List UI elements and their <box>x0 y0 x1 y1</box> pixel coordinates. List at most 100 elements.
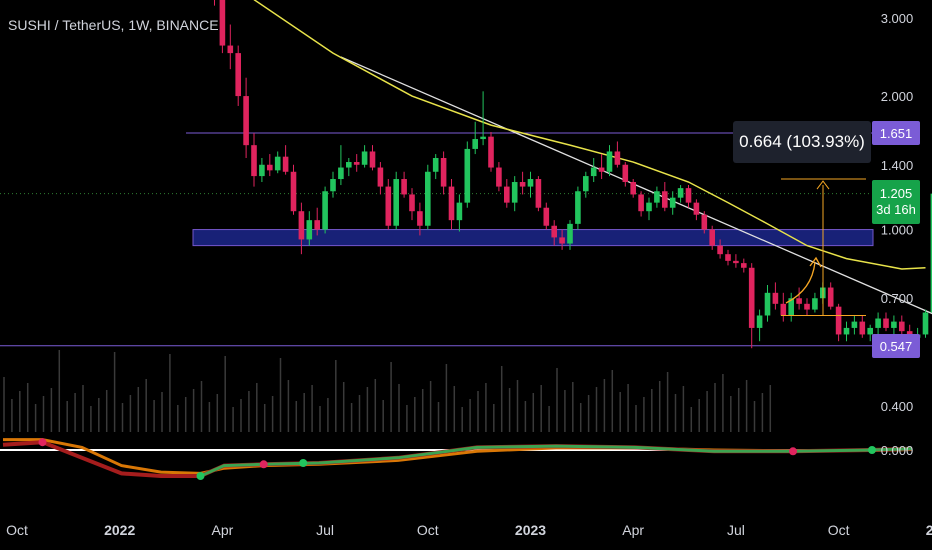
candle-body <box>393 179 399 226</box>
candle <box>733 254 739 268</box>
candles <box>214 0 932 349</box>
candle-body <box>346 162 352 168</box>
candle-body <box>859 321 866 335</box>
candle-body <box>488 136 494 168</box>
candle-body <box>385 186 392 226</box>
candle-body <box>930 193 932 313</box>
x-tick-label: Jul <box>727 522 745 538</box>
candle-body <box>590 167 597 177</box>
candle <box>243 77 249 159</box>
candle-body <box>535 179 542 208</box>
candle <box>227 24 234 70</box>
candle-body <box>322 191 328 230</box>
candle <box>267 154 273 177</box>
x-tick-label: Oct <box>417 522 439 538</box>
candle-body <box>440 158 447 187</box>
x-tick-label: 2023 <box>515 522 546 538</box>
candle <box>654 186 660 208</box>
candle <box>511 176 518 212</box>
candle <box>756 309 763 342</box>
candle-body <box>662 191 668 208</box>
x-tick-label: Jul <box>316 522 334 538</box>
candle <box>401 171 407 198</box>
candle-body <box>756 315 763 328</box>
candle <box>606 145 613 177</box>
candle <box>796 287 802 310</box>
candle <box>214 0 215 6</box>
candle-body <box>219 0 226 46</box>
candle <box>298 202 305 255</box>
candle-body <box>448 186 455 221</box>
candle-body <box>480 136 486 140</box>
x-tick-label: 2024 <box>926 522 932 538</box>
x-tick-label: Oct <box>6 522 28 538</box>
x-tick-label: 2022 <box>104 522 135 538</box>
candle <box>725 249 731 266</box>
candle-body <box>504 186 510 203</box>
measure-arrowhead <box>816 180 830 190</box>
candle <box>219 0 226 54</box>
zone-rect <box>192 229 874 247</box>
candle-body <box>622 164 629 183</box>
candle-body <box>804 303 810 310</box>
candle <box>583 171 589 198</box>
candle-body <box>235 53 241 97</box>
candle <box>567 220 573 250</box>
support-zone <box>192 229 874 247</box>
candle-body <box>741 263 747 268</box>
osc-fast-line <box>2 440 912 478</box>
lower-level-tag: 0.547 <box>872 334 920 358</box>
candle-body <box>377 167 384 187</box>
candle <box>630 179 636 198</box>
osc-green-line <box>199 444 912 478</box>
candle-body <box>361 151 368 165</box>
candle-body <box>425 171 431 226</box>
candle <box>930 193 932 313</box>
candle-body <box>669 197 676 208</box>
candle <box>251 133 257 187</box>
candle <box>543 202 550 230</box>
x-tick-label: Apr <box>212 522 234 538</box>
countdown-value: 3d 16h <box>876 202 916 217</box>
candle-body <box>496 167 502 187</box>
osc-cross-dot <box>299 459 308 467</box>
y-tick-label: 3.000 <box>881 11 914 26</box>
measure-label: 0.664 (103.93%) <box>733 121 871 163</box>
y-tick-label: 0.700 <box>881 291 914 306</box>
candle <box>590 158 597 183</box>
candle <box>622 162 629 187</box>
trendline <box>340 56 932 315</box>
candle-body <box>575 191 581 224</box>
candle <box>282 145 289 175</box>
candle <box>409 188 415 221</box>
price-axis: 3.000 2.000 1.400 1.000 0.700 0.400 0.000 <box>881 11 914 458</box>
candle <box>875 312 881 335</box>
osc-cross-dot <box>259 460 268 469</box>
candle <box>709 225 715 250</box>
candle-body <box>567 223 573 244</box>
osc-cross-dot <box>38 438 47 447</box>
candle-body <box>709 229 715 246</box>
candle-body <box>330 179 336 192</box>
candle <box>638 191 644 217</box>
candle <box>417 202 423 236</box>
candle <box>464 141 471 208</box>
candle <box>235 45 241 106</box>
candle-body <box>519 182 526 187</box>
candle-body <box>835 306 842 335</box>
candle-body <box>654 191 660 203</box>
candle <box>717 239 723 259</box>
candle-body <box>543 207 550 226</box>
candle <box>788 292 794 322</box>
candle-body <box>401 179 407 195</box>
candle <box>764 284 771 322</box>
candle <box>527 171 534 198</box>
candle-body <box>883 318 889 328</box>
candle-body <box>527 179 534 187</box>
candle <box>685 185 692 208</box>
candle-body <box>867 327 873 335</box>
candle <box>812 292 818 313</box>
candle-body <box>614 151 621 165</box>
candle-body <box>772 292 779 304</box>
